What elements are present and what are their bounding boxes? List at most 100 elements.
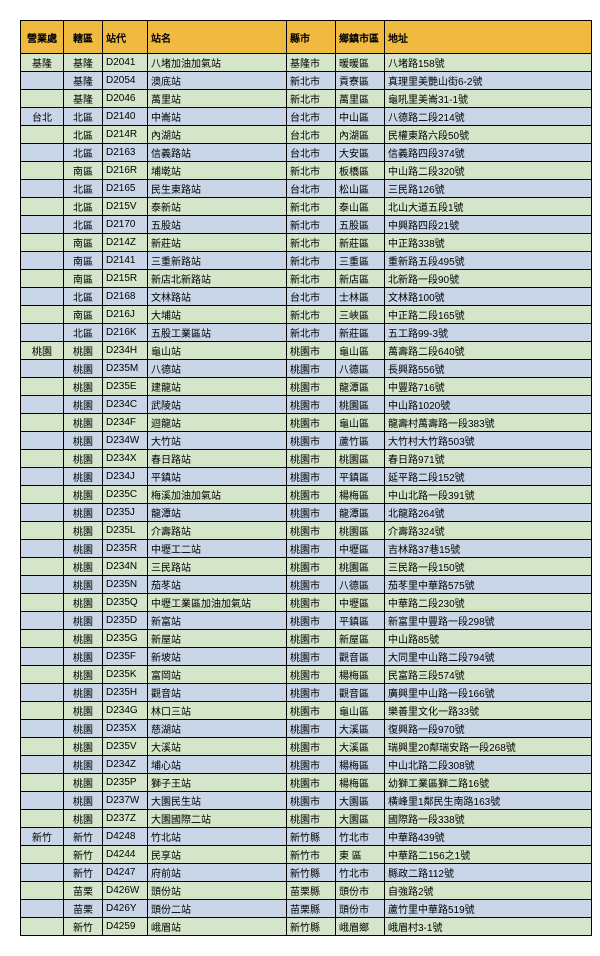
cell: 苗栗 xyxy=(64,900,103,918)
cell: D235E xyxy=(103,378,148,396)
cell: 桃園市 xyxy=(287,756,336,774)
col-header-3: 站名 xyxy=(148,21,287,54)
cell: D234H xyxy=(103,342,148,360)
cell: D237Z xyxy=(103,810,148,828)
cell: 桃園區 xyxy=(336,558,385,576)
cell: 三重新路站 xyxy=(148,252,287,270)
cell: 民生東路站 xyxy=(148,180,287,198)
cell: 新富站 xyxy=(148,612,287,630)
cell: 新北市 xyxy=(287,90,336,108)
cell: 五工路99-3號 xyxy=(385,324,592,342)
cell xyxy=(21,198,64,216)
cell xyxy=(21,486,64,504)
cell: 桃園 xyxy=(21,342,64,360)
cell: 桃園 xyxy=(64,792,103,810)
table-row: 桃園D234W大竹站桃園市蘆竹區大竹村大竹路503號 xyxy=(21,432,592,450)
table-row: 苗栗D426W頭份站苗栗縣頭份市自強路2號 xyxy=(21,882,592,900)
cell: D234N xyxy=(103,558,148,576)
cell: 東 區 xyxy=(336,846,385,864)
cell: 新北市 xyxy=(287,198,336,216)
cell: 桃園市 xyxy=(287,612,336,630)
cell: D4259 xyxy=(103,918,148,936)
cell: 中壢區 xyxy=(336,540,385,558)
cell: 新竹市 xyxy=(287,846,336,864)
col-header-0: 營業處 xyxy=(21,21,64,54)
cell: 基隆 xyxy=(21,54,64,72)
cell: D2163 xyxy=(103,144,148,162)
table-row: 桃園D235M八德站桃園市八德區長興路556號 xyxy=(21,360,592,378)
cell: 桃園市 xyxy=(287,774,336,792)
cell: 泰山區 xyxy=(336,198,385,216)
cell: D2041 xyxy=(103,54,148,72)
cell: 大同里中山路二段794號 xyxy=(385,648,592,666)
cell: 新北市 xyxy=(287,216,336,234)
cell: 新北市 xyxy=(287,72,336,90)
table-row: 桃園桃園D234H龜山站桃園市龜山區萬壽路二段640號 xyxy=(21,342,592,360)
cell: 武陵站 xyxy=(148,396,287,414)
cell xyxy=(21,540,64,558)
cell: 大園國際二站 xyxy=(148,810,287,828)
cell: D235P xyxy=(103,774,148,792)
cell: 桃園市 xyxy=(287,792,336,810)
table-row: 桃園D235D新富站桃園市平鎮區新富里中豐路一段298號 xyxy=(21,612,592,630)
cell: D426Y xyxy=(103,900,148,918)
cell: 苗栗 xyxy=(64,882,103,900)
cell: 新店區 xyxy=(336,270,385,288)
table-row: 北區D216K五股工業區站新北市新莊區五工路99-3號 xyxy=(21,324,592,342)
cell xyxy=(21,774,64,792)
cell: D2046 xyxy=(103,90,148,108)
cell: 新竹 xyxy=(64,846,103,864)
cell: 慈湖站 xyxy=(148,720,287,738)
table-row: 南區D216J大埔站新北市三峽區中正路二段165號 xyxy=(21,306,592,324)
cell: D2054 xyxy=(103,72,148,90)
cell: 桃園 xyxy=(64,666,103,684)
cell: 五股區 xyxy=(336,216,385,234)
table-row: 桃園D234F迴龍站桃園市龜山區龍壽村萬壽路一段383號 xyxy=(21,414,592,432)
cell: 介壽路站 xyxy=(148,522,287,540)
cell: 桃園 xyxy=(64,810,103,828)
cell: 茄苳站 xyxy=(148,576,287,594)
cell: D2140 xyxy=(103,108,148,126)
cell: 三民路一段150號 xyxy=(385,558,592,576)
cell: D235R xyxy=(103,540,148,558)
cell: D216K xyxy=(103,324,148,342)
cell: 龜山站 xyxy=(148,342,287,360)
cell: 峨眉村3-1號 xyxy=(385,918,592,936)
cell: 中山路85號 xyxy=(385,630,592,648)
table-row: 北區D214R內湖站台北市內湖區民權東路六段50號 xyxy=(21,126,592,144)
table-header: 營業處轄區站代站名縣市鄉鎮市區地址 xyxy=(21,21,592,54)
cell: 新屋區 xyxy=(336,630,385,648)
table-row: 桃園D234Z埔心站桃園市楊梅區中山北路二段308號 xyxy=(21,756,592,774)
table-row: 桃園D235X慈湖站桃園市大溪區復興路一段970號 xyxy=(21,720,592,738)
cell: 南區 xyxy=(64,162,103,180)
cell xyxy=(21,126,64,144)
table-row: 北區D2165民生東路站台北市松山區三民路126號 xyxy=(21,180,592,198)
cell: 桃園區 xyxy=(336,522,385,540)
cell: 民享站 xyxy=(148,846,287,864)
cell: 桃園 xyxy=(64,594,103,612)
cell: 基隆 xyxy=(64,54,103,72)
table-row: 桃園D234N三民路站桃園市桃園區三民路一段150號 xyxy=(21,558,592,576)
cell: 大園區 xyxy=(336,792,385,810)
cell: 北新路一段90號 xyxy=(385,270,592,288)
cell: 茄苳里中華路575號 xyxy=(385,576,592,594)
cell: D216R xyxy=(103,162,148,180)
cell: 桃園區 xyxy=(336,396,385,414)
col-header-6: 地址 xyxy=(385,21,592,54)
cell: D426W xyxy=(103,882,148,900)
cell: 楊梅區 xyxy=(336,756,385,774)
cell xyxy=(21,378,64,396)
cell: 真理里美艷山街6-2號 xyxy=(385,72,592,90)
cell: D234Z xyxy=(103,756,148,774)
cell: 龜山區 xyxy=(336,702,385,720)
cell xyxy=(21,522,64,540)
cell: 中華路439號 xyxy=(385,828,592,846)
cell: 龜山區 xyxy=(336,342,385,360)
cell: 八德站 xyxy=(148,360,287,378)
cell: 峨眉鄉 xyxy=(336,918,385,936)
cell xyxy=(21,558,64,576)
cell: 迴龍站 xyxy=(148,414,287,432)
cell: D235G xyxy=(103,630,148,648)
cell: 桃園市 xyxy=(287,576,336,594)
cell: 桃園 xyxy=(64,486,103,504)
